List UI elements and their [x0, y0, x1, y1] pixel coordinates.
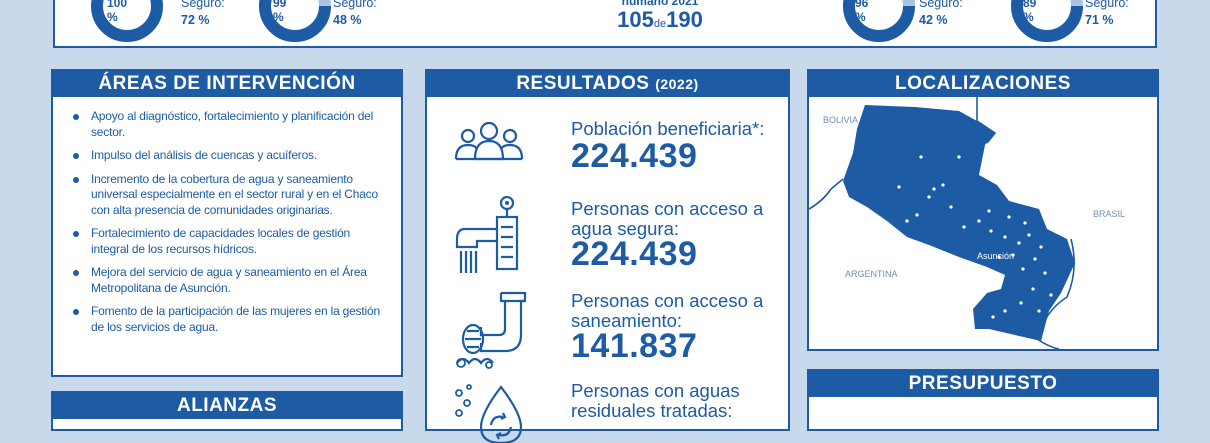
result-item-2: Personas con acceso a agua segura: 224.4… [427, 191, 788, 277]
areas-title: ÁREAS DE INTERVENCIÓN [53, 71, 401, 97]
water-drop-icon [455, 384, 523, 443]
pipe-icon [456, 291, 527, 369]
donut-chart-2 [259, 0, 331, 42]
result-item-4: Personas con aguas residuales tratadas: [427, 377, 788, 443]
faucet-icon [455, 195, 519, 273]
donut-chart-4 [1011, 0, 1083, 42]
stat-pct-2: 99 % [273, 0, 287, 24]
areas-panel: ÁREAS DE INTERVENCIÓN Apoyo al diagnósti… [51, 69, 403, 377]
areas-list: Apoyo al diagnóstico, fortalecimiento y … [53, 97, 401, 335]
list-item: Incremento de la cobertura de agua y san… [71, 172, 387, 219]
list-item: Impulso del análisis de cuencas y acuífe… [71, 148, 387, 164]
result-value: 224.439 [571, 235, 698, 273]
stat-caption-2: Seguro: 48 % [333, 0, 377, 27]
list-item: Fomento de la participación de las mujer… [71, 304, 387, 335]
stat-pct-4: 89 % [1023, 0, 1037, 24]
result-item-3: Personas con acceso a saneamiento: 141.8… [427, 283, 788, 369]
result-label: Personas con acceso a agua segura: [571, 198, 764, 239]
hdi-label: humano 2021 [621, 0, 699, 8]
donut-chart-1 [91, 0, 163, 42]
stat-caption-3: Seguro: 42 % [919, 0, 963, 27]
presupuesto-title: PRESUPUESTO [809, 371, 1157, 397]
result-value: 224.439 [571, 137, 698, 175]
human-development-rank: humano 2021 105de190 [610, 0, 710, 36]
list-item: Apoyo al diagnóstico, fortalecimiento y … [71, 109, 387, 140]
people-icon [454, 121, 524, 161]
resultados-panel: RESULTADOS (2022) Población beneficiaria… [425, 69, 790, 443]
paraguay-map [809, 97, 1075, 349]
result-label: Personas con aguas residuales tratadas: [571, 380, 740, 421]
stat-caption-4: Seguro: 71 % [1085, 0, 1129, 27]
result-item-1: Población beneficiaria*: 224.439 [427, 101, 788, 175]
localizaciones-title: LOCALIZACIONES [809, 71, 1157, 97]
alianzas-title: ALIANZAS [53, 393, 401, 419]
paraguay-shape [843, 105, 1075, 341]
list-item: Mejora del servicio de agua y saneamient… [71, 265, 387, 296]
presupuesto-panel: PRESUPUESTO [807, 369, 1159, 431]
alianzas-panel: ALIANZAS [51, 391, 403, 431]
map-label-asuncion: Asunción [977, 251, 1015, 261]
result-label: Población beneficiaria*: [571, 118, 765, 139]
list-item: Fortalecimiento de capacidades locales d… [71, 226, 387, 257]
stat-caption-1: Seguro: 72 % [181, 0, 225, 27]
map-area: BOLIVIA BRASIL ARGENTINA Asunción [809, 97, 1157, 349]
result-label: Personas con acceso a saneamiento: [571, 290, 764, 331]
top-stats-banner: 100 % Seguro: 72 % 99 % Seguro: 48 % hum… [53, 0, 1157, 48]
stat-pct-1: 100 % [107, 0, 128, 24]
resultados-title: RESULTADOS (2022) [427, 71, 788, 97]
map-label-brasil: BRASIL [1093, 209, 1126, 219]
hdi-rank: 105de190 [617, 7, 703, 32]
map-label-bolivia: BOLIVIA [823, 115, 859, 125]
stat-pct-3: 96 % [855, 0, 869, 24]
donut-chart-3 [843, 0, 915, 42]
map-label-argentina: ARGENTINA [845, 269, 898, 279]
localizaciones-panel: LOCALIZACIONES BOLIVIA BRAS [807, 69, 1159, 351]
result-value: 141.837 [571, 327, 698, 365]
